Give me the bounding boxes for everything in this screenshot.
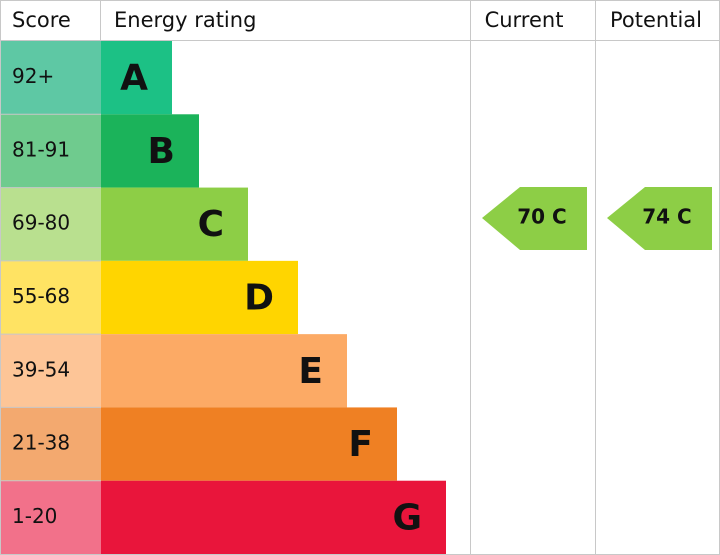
rating-bar bbox=[101, 260, 298, 335]
rating-letter: B bbox=[148, 131, 175, 172]
score-cell bbox=[1, 407, 101, 481]
score-cell bbox=[1, 480, 101, 554]
score-cell bbox=[1, 114, 101, 188]
score-label: 69-80 bbox=[12, 211, 70, 235]
rating-letter: A bbox=[120, 58, 148, 99]
rating-bar bbox=[101, 41, 172, 115]
score-label: 39-54 bbox=[12, 357, 70, 381]
rating-bar bbox=[101, 480, 446, 554]
rating-letter: F bbox=[348, 424, 373, 465]
header-rating: Energy rating bbox=[114, 8, 256, 32]
score-label: 81-91 bbox=[12, 137, 70, 161]
rating-letter: G bbox=[392, 497, 422, 538]
rating-letter: E bbox=[298, 351, 323, 392]
current-label: 70 C bbox=[517, 205, 566, 229]
score-label: 92+ bbox=[12, 64, 54, 88]
current-arrow bbox=[482, 187, 587, 250]
bands: 92+ A 81-91 B 69-80 C 55-68 D 39-54 E 21-38 F 1-20 G bbox=[0, 41, 446, 554]
score-cell bbox=[1, 334, 101, 408]
header-potential: Potential bbox=[610, 8, 702, 32]
score-cell bbox=[1, 260, 101, 335]
score-label: 55-68 bbox=[12, 284, 70, 308]
rating-bar bbox=[101, 407, 397, 481]
header-current: Current bbox=[485, 8, 564, 32]
rating-letter: C bbox=[198, 204, 224, 245]
rating-bar bbox=[101, 187, 248, 261]
potential-arrow bbox=[607, 187, 712, 250]
score-label: 21-38 bbox=[12, 431, 70, 455]
score-cell bbox=[1, 41, 101, 115]
header-score: Score bbox=[12, 8, 71, 32]
rating-letter: D bbox=[244, 278, 274, 319]
score-label: 1-20 bbox=[12, 504, 57, 528]
score-cell bbox=[1, 187, 101, 261]
potential-label: 74 C bbox=[642, 205, 691, 229]
rating-bar bbox=[101, 334, 347, 408]
rating-bar bbox=[101, 114, 199, 188]
